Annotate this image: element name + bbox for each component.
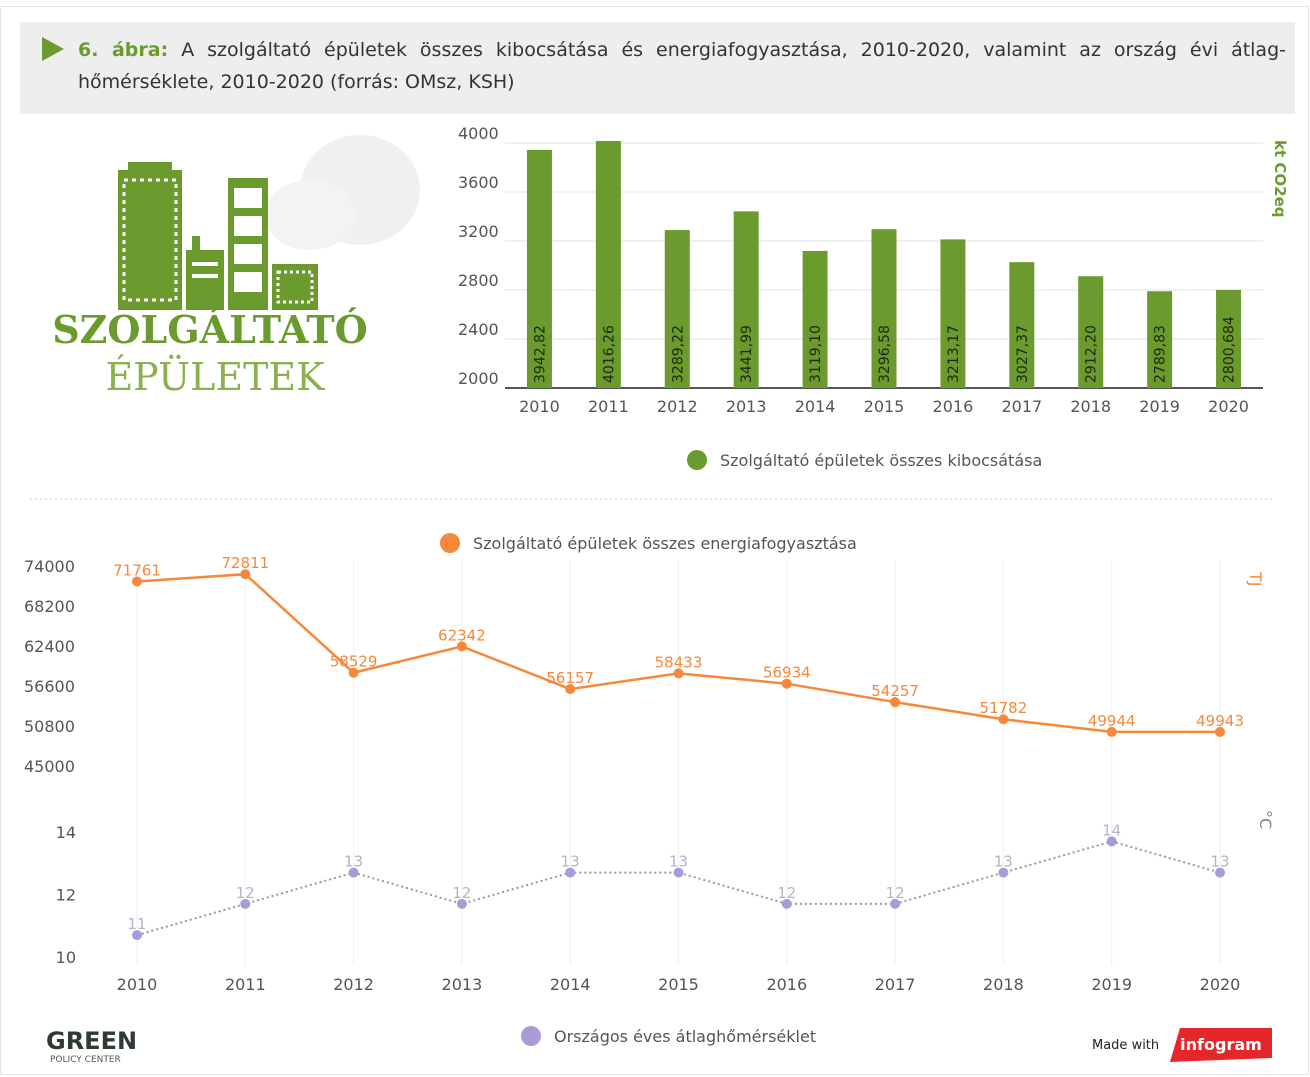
footer-brand: GREEN [46, 1027, 137, 1055]
point-label: 58529 [330, 653, 378, 671]
y-axis-label: TJ [1246, 571, 1265, 587]
x-tick-label: 2020 [1208, 397, 1249, 416]
x-tick-label: 2012 [333, 975, 374, 994]
footer-brand-sub: POLICY CENTER [50, 1055, 121, 1065]
bar-value-label: 2912,20 [1084, 325, 1100, 383]
y-tick-label: 2800 [458, 271, 499, 290]
point-label: 13 [344, 853, 363, 871]
point-label: 12 [777, 884, 796, 902]
header-title: A szolgáltató épületek összes kibocsátás… [78, 39, 1286, 93]
point-label: 14 [1102, 821, 1121, 839]
x-tick-label: 2015 [864, 397, 905, 416]
point-label: 13 [669, 853, 688, 871]
point-label: 12 [452, 884, 471, 902]
x-tick-label: 2016 [933, 397, 974, 416]
point-label: 56157 [546, 669, 594, 687]
point-label: 54257 [871, 682, 919, 700]
legend-swatch [687, 450, 707, 470]
x-tick-label: 2011 [225, 975, 266, 994]
point-label: 13 [561, 853, 580, 871]
header-text: 6. ábra: A szolgáltató épületek összes k… [78, 34, 1286, 98]
legend-label: Országos éves átlaghőmérséklet [554, 1027, 816, 1046]
x-tick-label: 2015 [658, 975, 699, 994]
point-label: 71761 [113, 561, 161, 579]
bar-value-label: 3296,58 [877, 325, 893, 383]
y-tick-label: 3200 [458, 222, 499, 241]
point-label: 12 [886, 884, 905, 902]
y2-axis-label: °C [1256, 810, 1275, 829]
x-tick-label: 2014 [550, 975, 591, 994]
x-tick-label: 2017 [875, 975, 916, 994]
y-tick-label: 62400 [24, 637, 75, 656]
legend-label: Szolgáltató épületek összes energiafogya… [473, 534, 857, 553]
y-tick-label: 50800 [24, 717, 75, 736]
point-label: 51782 [980, 699, 1028, 717]
x-tick-label: 2019 [1139, 397, 1180, 416]
point-label: 13 [994, 853, 1013, 871]
bar-value-label: 4016,26 [601, 325, 617, 383]
bar-value-label: 3213,17 [946, 325, 962, 383]
x-tick-label: 2018 [1070, 397, 1111, 416]
point-label: 49944 [1088, 712, 1136, 730]
footer-tool: infogram [1180, 1035, 1262, 1054]
point-label: 13 [1210, 853, 1229, 871]
bar-value-label: 3289,22 [670, 325, 686, 383]
legend-swatch [440, 533, 460, 553]
x-tick-label: 2017 [1001, 397, 1042, 416]
x-tick-label: 2018 [983, 975, 1024, 994]
y-axis-label: kt CO2eq [1271, 140, 1289, 217]
y-tick-label: 45000 [24, 757, 75, 776]
y2-tick-label: 10 [56, 948, 76, 967]
x-tick-label: 2020 [1200, 975, 1241, 994]
bar-value-label: 3027,37 [1015, 325, 1031, 383]
bar-value-label: 3441,99 [739, 325, 755, 383]
point-label: 72811 [221, 554, 269, 572]
y2-tick-label: 14 [56, 823, 76, 842]
bar-value-label: 3119,10 [808, 325, 824, 383]
infographic: SZOLGÁLTATÓ ÉPÜLETEK GREEN POLICY CENTER… [0, 0, 1310, 1077]
point-label: 11 [127, 915, 146, 933]
y-tick-label: 2000 [458, 369, 499, 388]
point-label: 58433 [655, 653, 703, 671]
y-tick-label: 2400 [458, 320, 499, 339]
x-tick-label: 2019 [1091, 975, 1132, 994]
point-label: 49943 [1196, 712, 1244, 730]
logo-line2: ÉPÜLETEK [105, 355, 325, 399]
y-tick-label: 56600 [24, 677, 75, 696]
bar-value-label: 3942,82 [532, 325, 548, 383]
page: SZOLGÁLTATÓ ÉPÜLETEK GREEN POLICY CENTER… [0, 0, 1310, 1077]
point-label: 12 [236, 884, 255, 902]
y-tick-label: 74000 [24, 557, 75, 576]
bar-value-label: 2789,83 [1153, 325, 1169, 383]
buildings-icon [118, 135, 420, 310]
legend-label: Szolgáltató épületek összes kibocsátása [720, 451, 1042, 470]
bar-value-label: 2800,684 [1222, 316, 1238, 383]
x-tick-label: 2010 [117, 975, 158, 994]
x-tick-label: 2016 [766, 975, 807, 994]
x-tick-label: 2011 [588, 397, 629, 416]
x-tick-label: 2010 [519, 397, 560, 416]
x-tick-label: 2013 [726, 397, 767, 416]
y2-tick-label: 12 [56, 886, 76, 905]
y-tick-label: 4000 [458, 124, 499, 143]
point-label: 62342 [438, 626, 486, 644]
legend-swatch [521, 1026, 541, 1046]
y-tick-label: 3600 [458, 173, 499, 192]
logo-line1: SZOLGÁLTATÓ [52, 307, 368, 352]
footer-made-with: Made with [1092, 1038, 1159, 1053]
x-tick-label: 2013 [442, 975, 483, 994]
x-tick-label: 2014 [795, 397, 836, 416]
x-tick-label: 2012 [657, 397, 698, 416]
y-tick-label: 68200 [24, 597, 75, 616]
header-label: 6. ábra: [78, 39, 168, 61]
point-label: 56934 [763, 664, 811, 682]
